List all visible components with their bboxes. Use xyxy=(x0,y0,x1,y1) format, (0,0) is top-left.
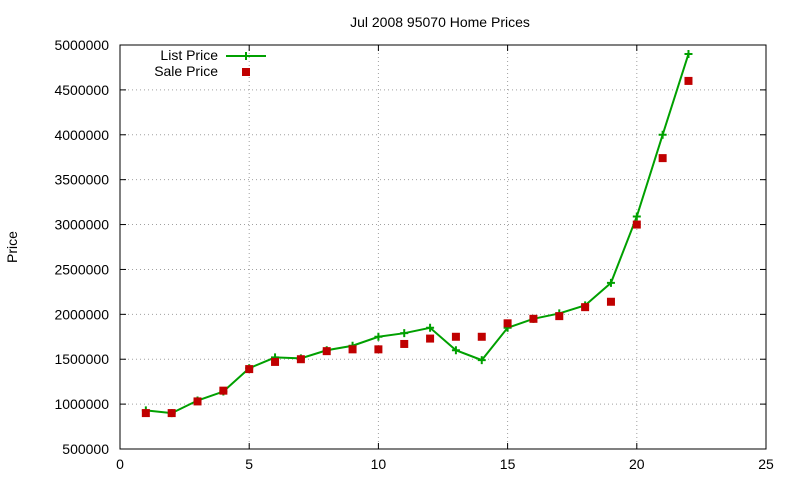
list-price-point xyxy=(684,49,693,58)
list-price-point xyxy=(477,356,486,365)
legend-marker-list-price xyxy=(242,52,250,60)
legend-label-sale-price: Sale Price xyxy=(154,63,218,79)
sale-price-point xyxy=(245,365,254,374)
sale-price-point xyxy=(296,355,305,364)
sale-price-point xyxy=(451,332,460,341)
grid-lines xyxy=(120,45,766,449)
sale-price-point xyxy=(503,319,512,328)
legend-label-list-price: List Price xyxy=(160,47,218,63)
list-price-point xyxy=(400,329,409,338)
legend: List Price Sale Price xyxy=(154,47,266,79)
chart-title: Jul 2008 95070 Home Prices xyxy=(350,14,530,30)
y-tick-label: 2500000 xyxy=(54,261,109,277)
y-tick-label: 4000000 xyxy=(54,127,109,143)
legend-marker-sale-price xyxy=(242,68,250,76)
list-price-point xyxy=(451,346,460,355)
y-axis-label: Price xyxy=(4,231,20,263)
list-price-point xyxy=(606,278,615,287)
sale-price-point xyxy=(581,303,590,312)
sale-price-point xyxy=(555,312,564,321)
sale-price-point xyxy=(193,397,202,406)
sale-price-point xyxy=(271,357,280,366)
y-tick-label: 5000000 xyxy=(54,37,109,53)
sale-price-point xyxy=(167,409,176,418)
x-tick-label: 10 xyxy=(371,456,387,472)
series-layer xyxy=(141,49,693,418)
y-tick-label: 4500000 xyxy=(54,82,109,98)
y-tick-label: 3500000 xyxy=(54,172,109,188)
sale-price-point xyxy=(348,345,357,354)
sale-price-point xyxy=(426,334,435,343)
sale-price-point xyxy=(684,76,693,85)
x-tick-label: 15 xyxy=(500,456,516,472)
x-tick-label: 5 xyxy=(245,456,253,472)
x-tick-label: 20 xyxy=(629,456,645,472)
y-tick-label: 2000000 xyxy=(54,306,109,322)
sale-price-point xyxy=(322,347,331,356)
sale-price-point xyxy=(374,345,383,354)
x-tick-label: 0 xyxy=(116,456,124,472)
y-tick-label: 500000 xyxy=(62,441,109,457)
y-tick-label: 1500000 xyxy=(54,351,109,367)
series-line-list-price xyxy=(145,53,690,415)
list-price-point xyxy=(632,212,641,221)
x-tick-label: 25 xyxy=(758,456,774,472)
axis-ticks: 0 5 10 15 20 25 500000 1000000 1500000 2000000 250… xyxy=(54,37,774,472)
sale-price-point xyxy=(400,339,409,348)
sale-price-point xyxy=(219,386,228,395)
sale-price-point xyxy=(632,220,641,229)
list-price-point xyxy=(426,323,435,332)
plot-frame xyxy=(119,44,767,450)
sale-price-point xyxy=(141,409,150,418)
sale-price-point xyxy=(529,314,538,323)
y-tick-label: 1000000 xyxy=(54,396,109,412)
sale-price-point xyxy=(658,154,667,163)
list-price-point xyxy=(658,130,667,139)
y-tick-label: 3000000 xyxy=(54,217,109,233)
sale-price-point xyxy=(477,332,486,341)
list-price-point xyxy=(374,332,383,341)
sale-price-point xyxy=(606,297,615,306)
